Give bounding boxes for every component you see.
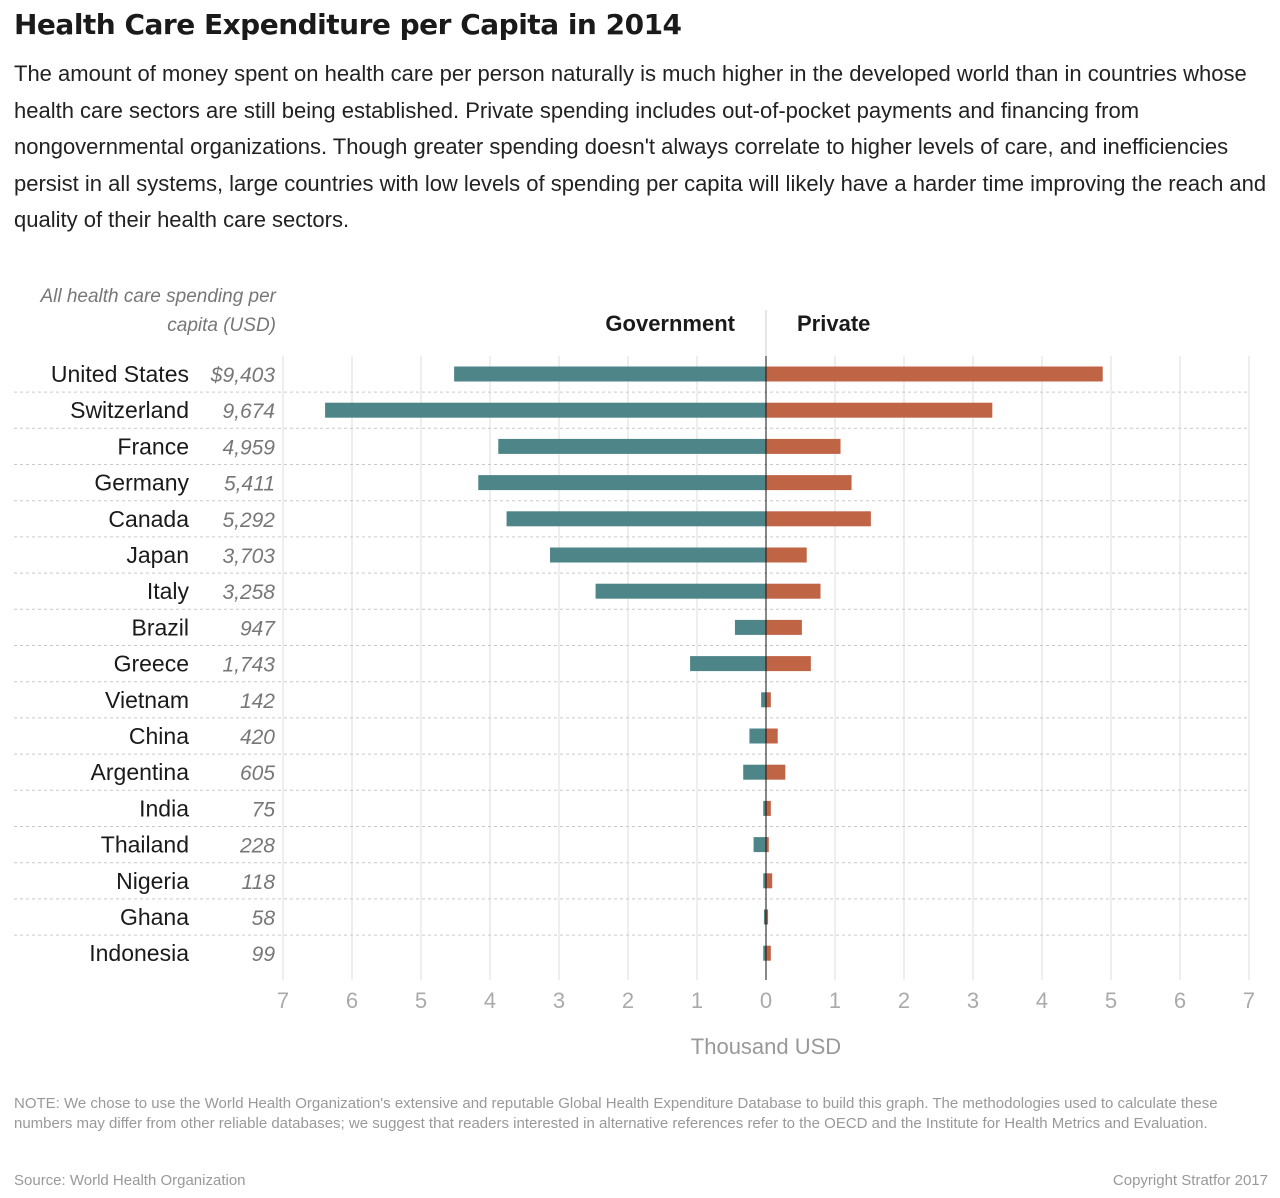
country-label: Indonesia <box>89 940 189 966</box>
x-tick-label: 7 <box>1243 988 1255 1013</box>
total-spending-label: 3,703 <box>222 545 275 568</box>
footnote: NOTE: We chose to use the World Health O… <box>14 1095 1218 1132</box>
x-tick-label: 7 <box>277 988 289 1013</box>
private-bar <box>766 728 778 744</box>
country-label: Switzerland <box>70 397 189 423</box>
private-bar <box>766 945 771 961</box>
country-label: France <box>117 433 189 459</box>
government-bar <box>743 764 766 780</box>
total-spending-label: 947 <box>240 617 276 640</box>
total-spending-label: 142 <box>240 690 275 713</box>
totals-column-header: All health care spending per capita (USD… <box>40 286 276 336</box>
private-bar <box>766 475 852 491</box>
x-tick-label: 1 <box>691 988 703 1013</box>
private-bar <box>766 547 807 563</box>
private-bar <box>766 873 773 889</box>
total-spending-label: 1,743 <box>222 654 275 677</box>
x-tick-label: 5 <box>415 988 427 1013</box>
government-bar <box>478 475 766 491</box>
x-tick-label: 0 <box>760 988 772 1013</box>
x-tick-label: 4 <box>1036 988 1048 1013</box>
private-bar <box>766 764 786 780</box>
total-spending-label: 420 <box>240 726 275 749</box>
country-label: Greece <box>114 651 189 677</box>
government-bar <box>749 728 766 744</box>
private-bar <box>766 800 771 816</box>
country-label: India <box>139 795 189 821</box>
country-label: Japan <box>126 542 189 568</box>
private-bar <box>766 909 769 925</box>
chart-description: The amount of money spent on health care… <box>14 61 1267 232</box>
country-label: Thailand <box>101 832 189 858</box>
private-bar <box>766 692 771 708</box>
government-bar <box>763 945 766 961</box>
government-bar <box>550 547 766 563</box>
private-bar <box>766 438 841 454</box>
government-bar <box>454 366 766 382</box>
page-title: Health Care Expenditure per Capita in 20… <box>14 8 682 41</box>
private-bar <box>766 619 802 635</box>
government-bar <box>325 402 766 418</box>
total-spending-label: 75 <box>252 798 276 821</box>
government-bar <box>506 511 766 527</box>
country-label: Vietnam <box>105 687 189 713</box>
private-bar <box>766 837 769 853</box>
total-spending-label: $9,403 <box>210 364 276 387</box>
government-bar <box>753 837 766 853</box>
government-bar <box>595 583 766 599</box>
government-bar <box>761 692 766 708</box>
country-label: Canada <box>108 506 189 532</box>
total-spending-label: 9,674 <box>222 400 275 423</box>
private-bar <box>766 656 811 672</box>
x-tick-label: 2 <box>622 988 634 1013</box>
government-bar <box>763 873 766 889</box>
x-tick-label: 6 <box>346 988 358 1013</box>
country-label: China <box>129 723 189 749</box>
total-spending-label: 58 <box>252 907 276 930</box>
x-tick-label: 2 <box>898 988 910 1013</box>
x-tick-label: 3 <box>553 988 565 1013</box>
total-spending-label: 99 <box>252 943 276 966</box>
legend-government: Government <box>605 311 735 336</box>
total-spending-label: 3,258 <box>222 581 275 604</box>
government-bar <box>498 438 766 454</box>
total-spending-label: 118 <box>242 871 276 894</box>
private-bar <box>766 402 993 418</box>
country-label: Argentina <box>91 759 190 785</box>
country-label: Brazil <box>131 614 189 640</box>
x-tick-label: 5 <box>1105 988 1117 1013</box>
government-bar <box>763 909 766 925</box>
total-spending-label: 228 <box>239 835 275 858</box>
country-label: Ghana <box>120 904 189 930</box>
x-tick-label: 6 <box>1174 988 1186 1013</box>
country-label: Germany <box>94 470 189 496</box>
total-spending-label: 5,411 <box>224 473 275 496</box>
country-label: Nigeria <box>116 868 189 894</box>
private-bar <box>766 583 821 599</box>
private-bar <box>766 366 1103 382</box>
diverging-bar-chart: 7 6 5 4 3 2 1 0 1 2 3 4 5 6 7 Thousand USD United States… <box>14 310 1255 1059</box>
x-tick-label: 3 <box>967 988 979 1013</box>
legend-private: Private <box>797 311 871 336</box>
copyright: Copyright Stratfor 2017 <box>1112 1172 1268 1189</box>
private-bar <box>766 511 871 527</box>
source-credit: Source: World Health Organization <box>14 1172 246 1189</box>
total-spending-label: 605 <box>240 762 275 785</box>
country-label: Italy <box>147 578 190 604</box>
total-spending-label: 4,959 <box>222 436 275 459</box>
country-label: United States <box>51 361 189 387</box>
government-bar <box>734 619 766 635</box>
government-bar <box>763 800 766 816</box>
x-tick-label: 1 <box>829 988 841 1013</box>
government-bar <box>690 656 766 672</box>
x-axis-title: Thousand USD <box>691 1034 841 1059</box>
total-spending-label: 5,292 <box>222 509 275 532</box>
x-tick-label: 4 <box>484 988 496 1013</box>
